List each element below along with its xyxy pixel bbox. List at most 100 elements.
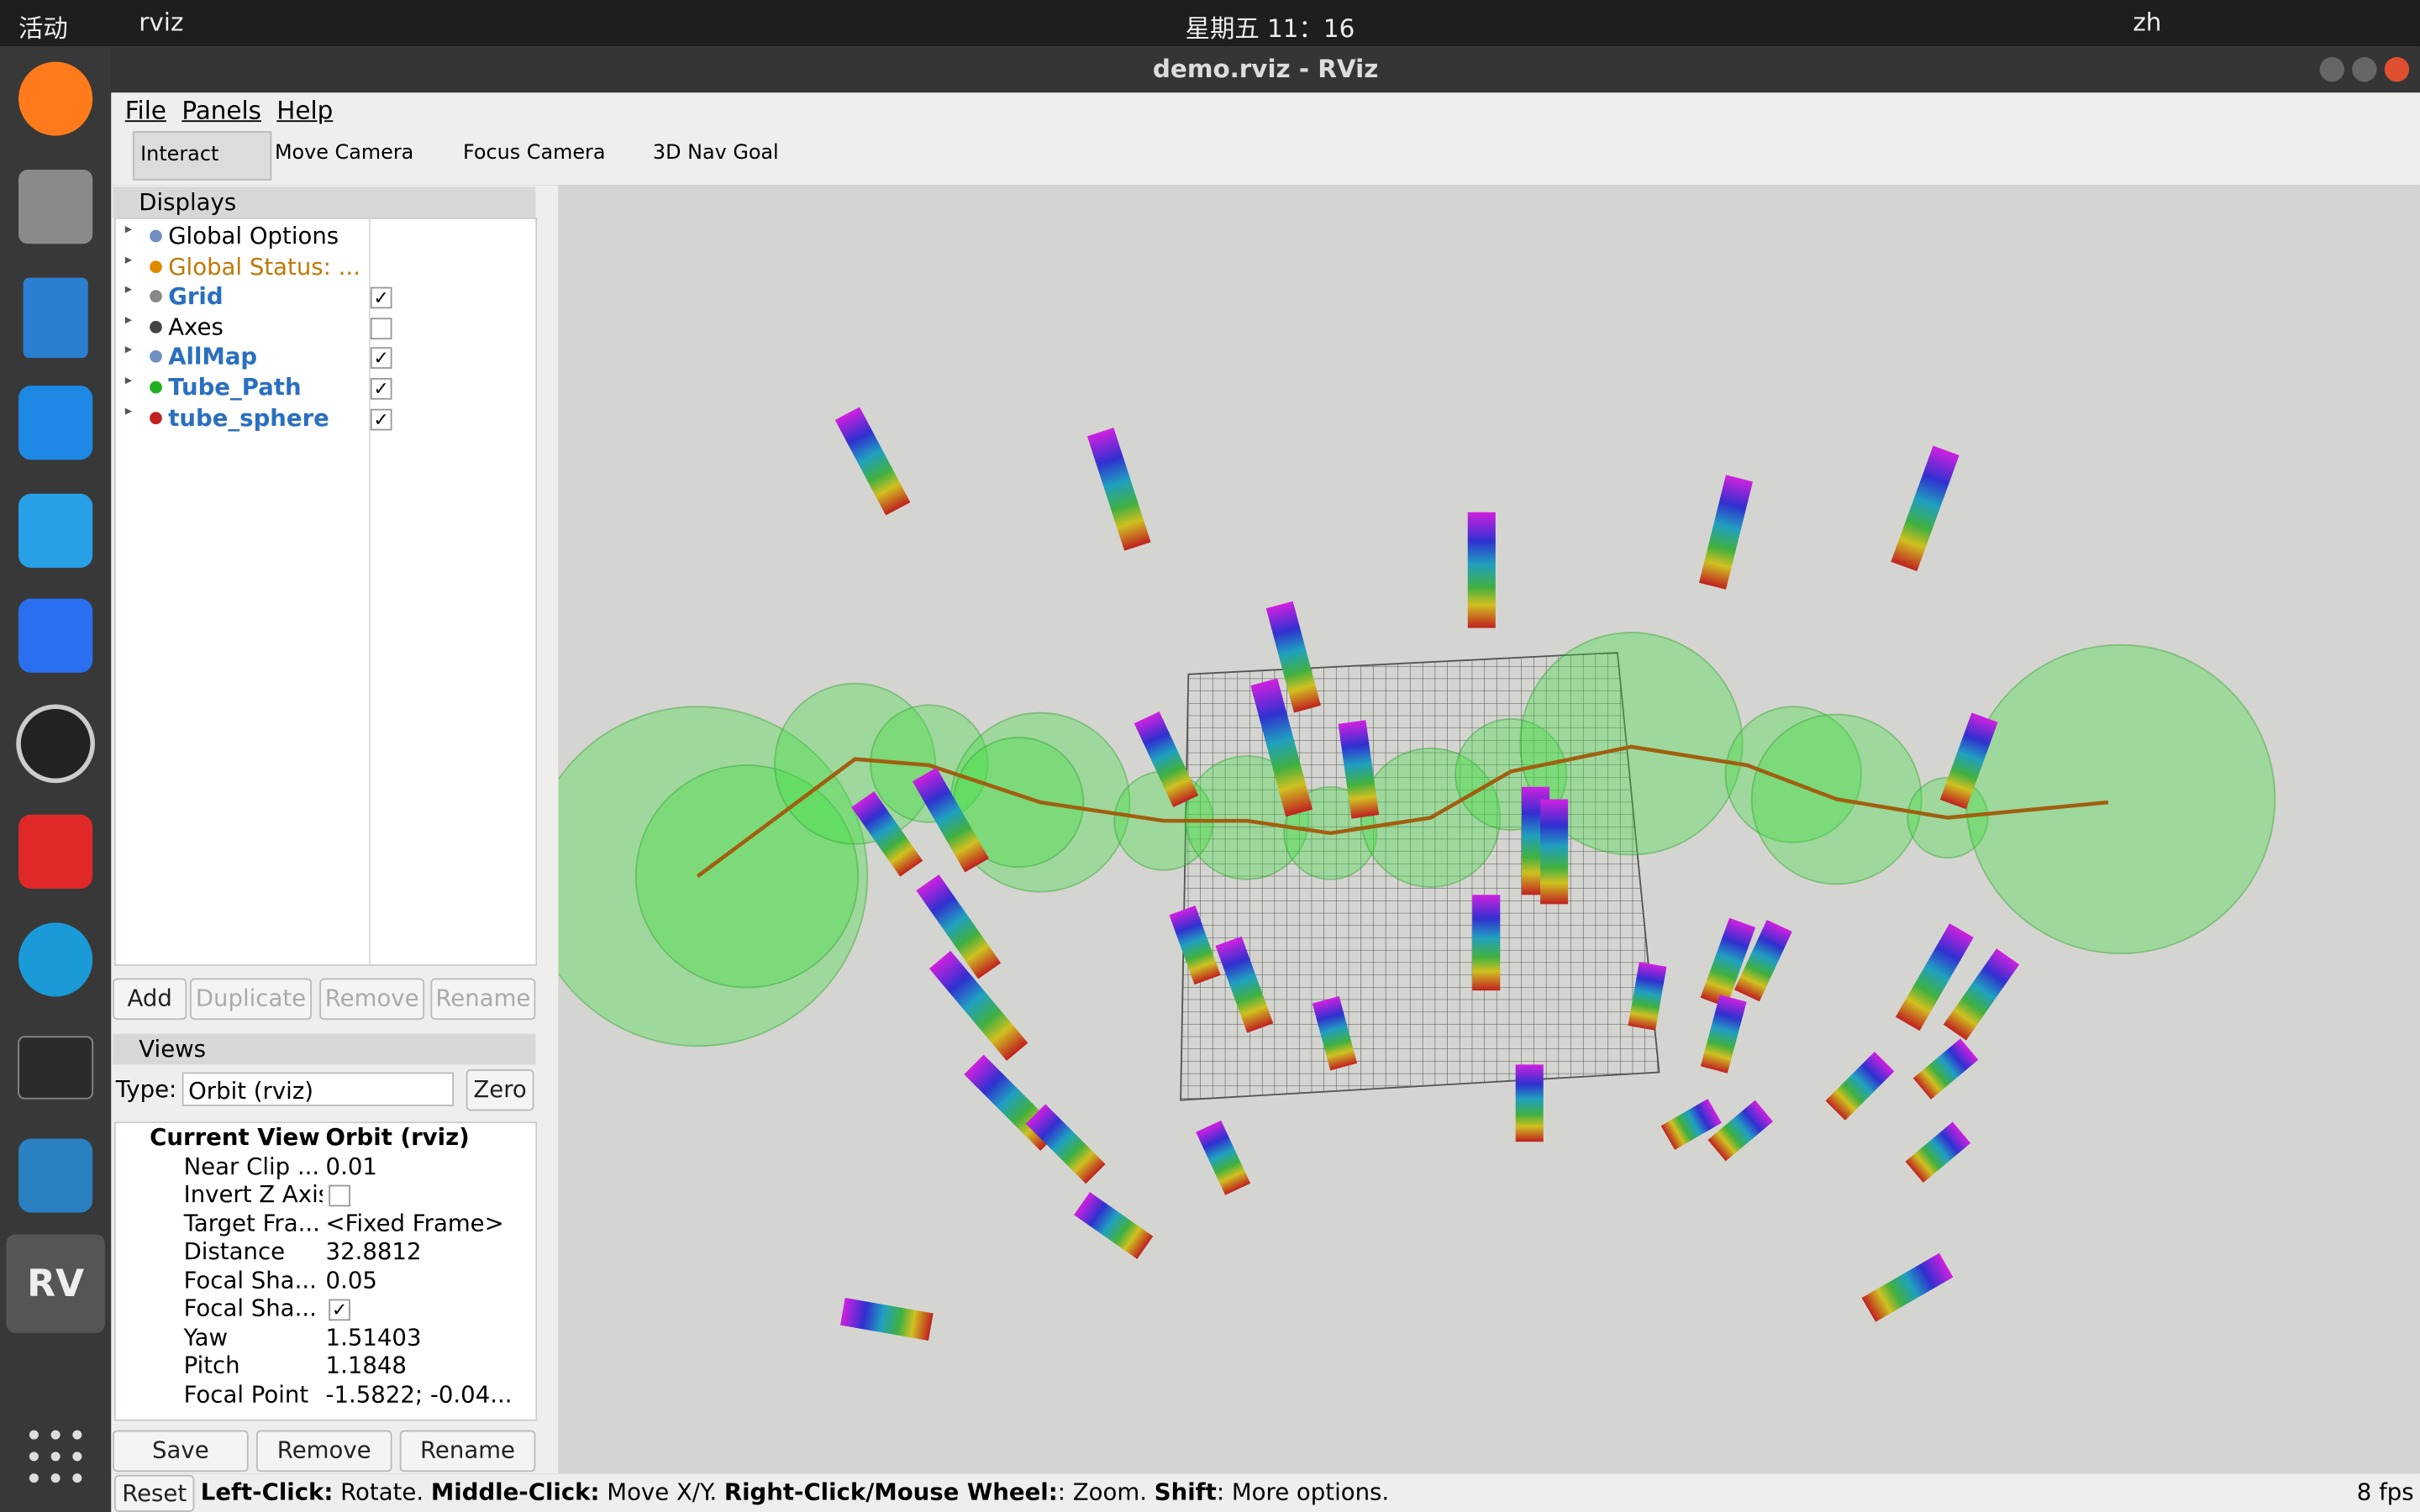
voxel-pillar [1895,923,1974,1032]
property-name: Focal Sha... [183,1294,317,1323]
property-value: -1.5822; -0.04... [325,1379,513,1409]
type-select[interactable]: Orbit (rviz) [182,1072,454,1106]
tool-button[interactable]: Move Camera [274,141,414,165]
views-title: Views [139,1035,207,1063]
views-header: Views [113,1033,536,1065]
voxel-pillar [1861,1252,1954,1322]
property-value: 0.05 [325,1266,377,1294]
display-checkbox[interactable]: ✓ [370,286,392,309]
property-value: 1.51403 [325,1322,422,1352]
display-icon [150,320,162,333]
voxel-pillar [1472,895,1501,991]
property-value: 32.8812 [325,1237,422,1266]
voxel-pillar [1169,906,1221,985]
tool-button[interactable]: Focus Camera [463,141,606,165]
display-button[interactable]: Duplicate [189,978,313,1021]
title-bar: demo.rviz - RViz [111,46,2420,93]
display-checkbox[interactable]: ✓ [370,377,392,400]
tool-button[interactable]: 3D Nav Goal [652,141,779,165]
property-name: Focal Point [183,1379,309,1409]
zero-button[interactable]: Zero [466,1068,534,1111]
reset-button[interactable]: Reset [113,1474,195,1512]
voxel-pillar [1025,1104,1106,1184]
type-label: Type: [115,1075,177,1104]
3d-view[interactable] [558,185,2420,1474]
voxel-pillar [1250,678,1313,817]
display-button[interactable]: Rename [430,978,536,1021]
expand-arrow: ▸ [124,222,133,238]
voxel-pillar [1912,1038,1979,1100]
voxel-pillar [1338,720,1380,819]
property-checkbox[interactable] [329,1184,350,1207]
display-checkbox[interactable] [370,317,392,339]
voxel-pillar [1707,1100,1774,1162]
language[interactable]: zh [2133,8,2162,38]
hint-segment: Middle-Click: [430,1478,600,1506]
property-value: Orbit (rviz) [325,1123,470,1152]
clock[interactable]: 星期五 11：16 [1185,13,1355,44]
window-title: demo.rviz - RViz [1152,54,1379,84]
property-checkbox[interactable]: ✓ [329,1299,350,1321]
property-name: Focal Sha... [183,1266,317,1294]
dock-icons: RV [6,61,105,1483]
display-icon [150,229,162,243]
property-name: Yaw [183,1322,229,1352]
expand-arrow: ▸ [124,373,133,389]
view-button[interactable]: Save [113,1430,249,1473]
voxel-pillar [839,1297,934,1341]
displays-tree: ▸ Global Options ▸ Global Status: ... ▸ Grid ✓… [113,217,538,966]
property-name: Distance [183,1237,286,1266]
property-value: 1.1848 [325,1351,407,1380]
voxel-pillar [1943,948,2020,1041]
menu-item[interactable]: Panels [182,95,261,125]
status-hint: Left-Click: Rotate. Middle-Click: Move X… [201,1473,1389,1512]
display-button[interactable]: Remove [319,978,425,1021]
view-button[interactable]: Rename [399,1430,536,1473]
tool-button[interactable]: Interact [132,131,272,181]
window-controls[interactable] [2318,55,2411,83]
display-label: Global Status: ... [168,252,360,281]
displays-header: Displays [113,186,536,218]
display-checkbox[interactable]: ✓ [370,407,392,430]
display-icon [150,350,162,364]
property-value: 0.01 [325,1152,377,1180]
svg-text:RV: RV [27,1263,84,1305]
voxel-pillar [1905,1121,1971,1184]
display-label: AllMap [168,343,258,371]
menu-item[interactable]: File [124,95,166,125]
display-icon [150,290,162,303]
display-label: Grid [168,282,224,311]
voxel-pillar [1733,920,1792,1002]
property-value: <Fixed Frame> [325,1209,504,1237]
property-name: Invert Z Axis [183,1180,323,1209]
hint-segment: : Zoom. [1057,1478,1155,1506]
voxel-pillar [1628,962,1667,1031]
voxel-pillar [1700,917,1756,1007]
voxel-pillar [1134,711,1199,807]
voxel-pillar [1891,445,1960,572]
expand-arrow: ▸ [124,252,133,268]
property-name: Current View [150,1123,320,1152]
voxel-pillar [912,767,989,873]
hint-segment: Rotate. [333,1478,431,1506]
view-button[interactable]: Remove [255,1430,392,1473]
display-label: Global Options [168,222,339,250]
app-menu[interactable]: rviz [139,8,184,38]
voxel-pillar [851,790,923,877]
expand-arrow: ▸ [124,282,133,298]
display-label: Tube_Path [168,373,302,402]
property-name: Target Fra... [183,1209,320,1237]
property-name: Pitch [183,1351,240,1380]
displays-title: Displays [139,188,237,217]
voxel-pillar [916,874,1002,979]
voxel-pillar [1698,475,1754,590]
voxel-pillar [1540,799,1569,905]
display-icon [150,411,162,424]
voxel-pillar [1074,1192,1154,1259]
voxel-pillar [1215,936,1274,1033]
display-checkbox[interactable]: ✓ [370,347,392,370]
menu-item[interactable]: Help [276,95,334,125]
display-button[interactable]: Add [113,978,187,1021]
activities[interactable]: 活动 [18,13,68,44]
